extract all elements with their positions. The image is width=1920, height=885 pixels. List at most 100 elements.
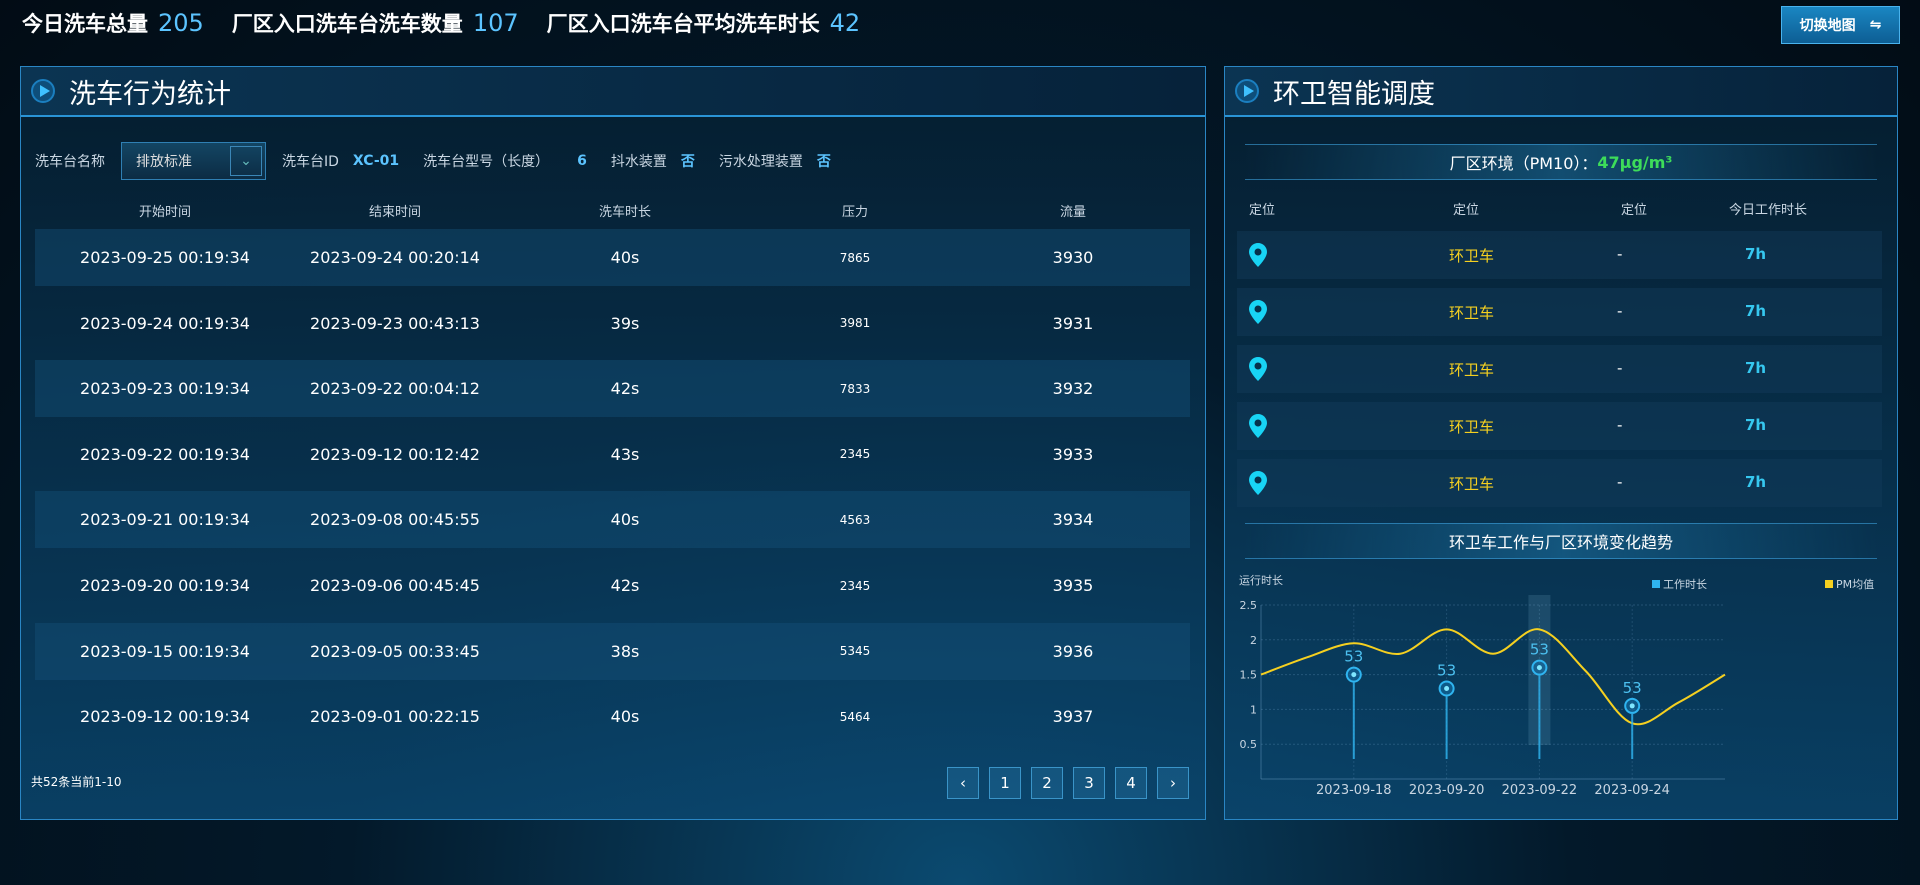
wash-stats-panel: 洗车行为统计 洗车台名称 排放标准 ⌄ 洗车台ID XC-01 洗车台型号（长度） 6… <box>20 66 1206 820</box>
pagination-info: 共52条当前1-10 <box>31 775 122 789</box>
table-cell: 2345 <box>839 578 871 593</box>
vehicle-row[interactable]: 环卫车 - 7h <box>1237 288 1882 336</box>
table-row[interactable]: 2023-09-23 00:19:34 2023-09-22 00:04:12 42… <box>35 360 1190 418</box>
table-row[interactable]: 2023-09-22 00:19:34 2023-09-12 00:12:42 43… <box>35 426 1190 483</box>
y-tick-label: 2.5 <box>1240 599 1258 612</box>
table-row[interactable]: 2023-09-12 00:19:34 2023-09-01 00:22:15 40… <box>35 688 1190 745</box>
vehicle-name: 环卫车 <box>1449 475 1495 493</box>
table-cell: 2023-09-15 00:19:34 <box>80 641 250 661</box>
y-tick-label: 1.5 <box>1240 669 1258 682</box>
pagination: ‹ 1 2 3 4 › <box>947 767 1189 799</box>
play-icon <box>1235 79 1259 103</box>
legend-label: 工作时长 <box>1663 578 1707 591</box>
table-cell: 2023-09-20 00:19:34 <box>80 576 250 595</box>
table-cell: 2023-09-22 00:04:12 <box>310 379 480 399</box>
table-cell: 42s <box>610 576 640 595</box>
table-cell: 3934 <box>1052 510 1094 530</box>
x-tick-label: 2023-09-22 <box>1502 783 1578 798</box>
y-axis-label: 运行时长 <box>1239 574 1283 587</box>
table-row[interactable]: 2023-09-15 00:19:34 2023-09-05 00:33:45 38… <box>35 622 1190 680</box>
table-cell: 3931 <box>1052 313 1094 333</box>
table-cell: 40s <box>610 248 640 267</box>
vehicle-status: - <box>1617 359 1623 377</box>
panel-title: 洗车行为统计 <box>69 78 231 110</box>
stat-avg-duration: 厂区入口洗车台平均洗车时长 42 <box>546 9 861 37</box>
page-3-button[interactable]: 3 <box>1073 767 1105 799</box>
page-4-button[interactable]: 4 <box>1115 767 1147 799</box>
y-tick-label: 2 <box>1250 634 1257 647</box>
x-tick-label: 2023-09-18 <box>1316 783 1392 798</box>
table-cell: 39s <box>610 313 640 333</box>
table-cell: 2345 <box>839 447 871 462</box>
table-cell: 2023-09-08 00:45:55 <box>310 510 480 530</box>
play-icon <box>31 79 55 103</box>
table-cell: 5345 <box>839 644 871 659</box>
filter-bar: 洗车台名称 排放标准 ⌄ 洗车台ID XC-01 洗车台型号（长度） 6 抖水装置否 … <box>35 142 839 180</box>
table-row[interactable]: 2023-09-21 00:19:34 2023-09-08 00:45:55 40… <box>35 491 1190 549</box>
pm-series-line <box>1260 628 1726 726</box>
vehicle-row[interactable]: 环卫车 - 7h <box>1237 402 1882 450</box>
data-label: 53 <box>1530 641 1549 659</box>
vehicle-name: 环卫车 <box>1449 247 1495 265</box>
vehicle-name: 环卫车 <box>1449 418 1495 436</box>
vehicle-status: - <box>1617 416 1623 434</box>
prev-page-button[interactable]: ‹ <box>947 767 979 799</box>
x-tick-label: 2023-09-20 <box>1409 783 1485 798</box>
table-cell: 2023-09-12 00:12:42 <box>310 444 480 464</box>
table-cell: 3932 <box>1052 379 1094 399</box>
table-cell: 7865 <box>839 250 871 265</box>
location-pin-icon[interactable] <box>1249 471 1267 499</box>
table-cell: 2023-09-01 00:22:15 <box>310 707 480 727</box>
x-tick-label: 2023-09-24 <box>1594 783 1670 798</box>
table-cell: 5464 <box>839 709 871 724</box>
vehicle-status: - <box>1617 245 1623 263</box>
page-2-button[interactable]: 2 <box>1031 767 1063 799</box>
work-hours: 7h <box>1745 473 1767 491</box>
y-tick-label: 0.5 <box>1240 738 1258 751</box>
legend-label: PM均值 <box>1836 578 1874 591</box>
sanitation-dispatch-panel: 环卫智能调度 厂区环境（PM10）： 47μg/m³ 定位 定位 定位 今日工作时… <box>1224 66 1898 820</box>
work-hours-point-dot <box>1444 686 1450 692</box>
table-cell: 3935 <box>1052 576 1094 595</box>
table-cell: 3936 <box>1052 641 1094 661</box>
location-pin-icon[interactable] <box>1249 243 1267 271</box>
table-cell: 2023-09-22 00:19:34 <box>80 444 250 464</box>
table-cell: 38s <box>610 641 640 661</box>
summary-stats: 今日洗车总量 205 厂区入口洗车台洗车数量 107 厂区入口洗车台平均洗车时长 42 <box>22 8 860 38</box>
table-cell: 2023-09-05 00:33:45 <box>310 641 480 661</box>
legend-swatch <box>1825 580 1833 588</box>
table-cell: 3933 <box>1052 444 1094 464</box>
table-row[interactable]: 2023-09-24 00:19:34 2023-09-23 00:43:13 39… <box>35 295 1190 352</box>
table-cell: 2023-09-25 00:19:34 <box>80 248 250 267</box>
panel-header: 洗车行为统计 <box>21 67 1205 117</box>
vehicle-row[interactable]: 环卫车 - 7h <box>1237 459 1882 507</box>
vehicle-row[interactable]: 环卫车 - 7h <box>1237 345 1882 393</box>
panel-header: 环卫智能调度 <box>1225 67 1897 117</box>
location-pin-icon[interactable] <box>1249 414 1267 442</box>
table-row[interactable]: 2023-09-25 00:19:34 2023-09-24 00:20:14 40… <box>35 229 1190 286</box>
table-cell: 3981 <box>839 316 871 331</box>
work-hours-point-dot <box>1351 672 1357 678</box>
next-page-button[interactable]: › <box>1157 767 1189 799</box>
switch-map-button[interactable]: 切换地图 ⇋ <box>1781 6 1900 44</box>
wash-station-select[interactable]: 排放标准 ⌄ <box>121 142 266 180</box>
table-cell: 2023-09-21 00:19:34 <box>80 510 250 530</box>
chevron-down-icon: ⌄ <box>230 146 262 176</box>
data-label: 53 <box>1437 662 1456 680</box>
table-cell: 2023-09-12 00:19:34 <box>80 707 250 727</box>
table-row[interactable]: 2023-09-20 00:19:34 2023-09-06 00:45:45 42… <box>35 557 1190 614</box>
vehicle-name: 环卫车 <box>1449 304 1495 322</box>
work-hours-point-dot <box>1536 665 1542 671</box>
work-hours: 7h <box>1745 416 1767 434</box>
table-cell: 4563 <box>839 512 871 527</box>
table-cell: 3937 <box>1052 707 1094 727</box>
location-pin-icon[interactable] <box>1249 357 1267 385</box>
location-pin-icon[interactable] <box>1249 300 1267 328</box>
stat-total: 今日洗车总量 205 <box>22 9 204 37</box>
page-1-button[interactable]: 1 <box>989 767 1021 799</box>
vehicle-status: - <box>1617 302 1623 320</box>
table-cell: 42s <box>610 379 640 399</box>
vehicle-row[interactable]: 环卫车 - 7h <box>1237 231 1882 279</box>
table-cell: 2023-09-24 00:19:34 <box>80 313 250 333</box>
table-cell: 2023-09-23 00:19:34 <box>80 379 250 399</box>
